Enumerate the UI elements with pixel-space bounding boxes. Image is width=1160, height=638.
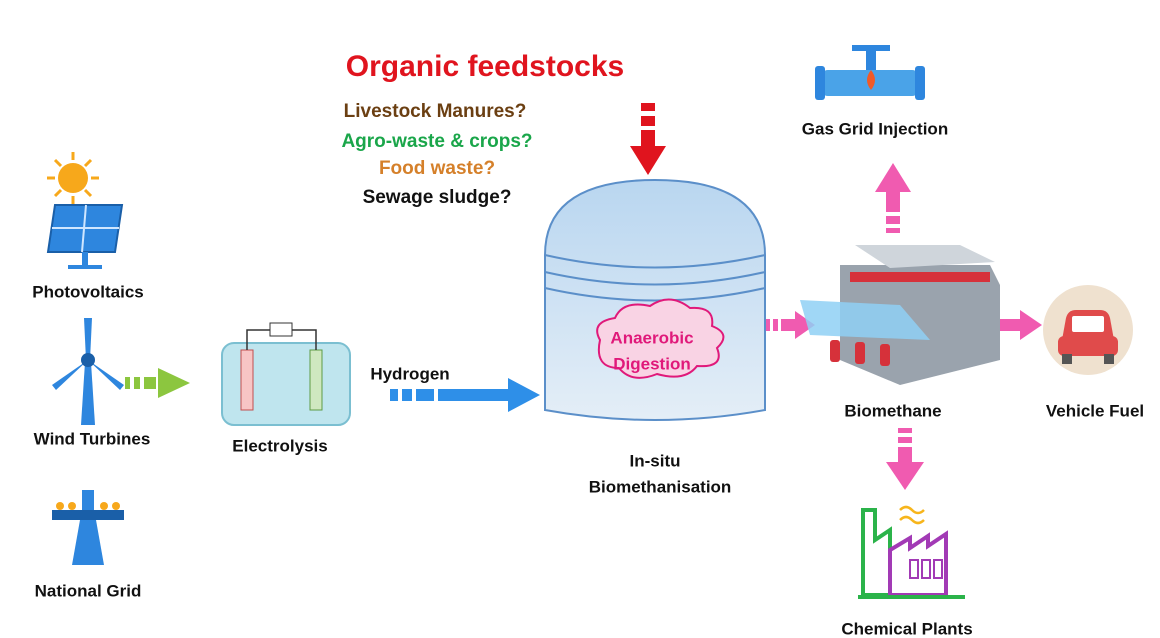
electrolysis-label: Electrolysis — [232, 436, 327, 455]
output-label: Biomethane — [844, 401, 941, 420]
digester-tank — [545, 180, 765, 420]
wind-turbine — [52, 318, 124, 425]
feedstock: Livestock Manures? — [344, 101, 527, 122]
source-label: Photovoltaics — [32, 282, 143, 301]
chemical-plant — [858, 507, 965, 597]
title: Organic feedstocks — [346, 50, 624, 83]
digester-label: Anaerobic — [610, 328, 693, 347]
digester-label: Digestion — [613, 354, 690, 373]
feedstock: Agro-waste & crops? — [341, 131, 532, 152]
diagram: Organic feedstocks Livestock Manures? Ag… — [0, 0, 1160, 638]
power-arrow — [125, 368, 190, 398]
solar-panel — [48, 205, 122, 269]
digester-caption: Biomethanisation — [589, 477, 732, 496]
output-label: Chemical Plants — [841, 619, 972, 638]
output-label: Vehicle Fuel — [1046, 401, 1144, 420]
electrolysis-icon — [222, 323, 350, 425]
output-label: Gas Grid Injection — [802, 119, 948, 138]
feed-arrow — [630, 103, 666, 175]
feedstock: Food waste? — [379, 158, 495, 179]
digester-caption: In-situ — [630, 451, 681, 470]
factory-building — [800, 245, 1000, 385]
source-label: National Grid — [35, 581, 142, 600]
hydrogen-label: Hydrogen — [370, 364, 449, 383]
grid-pylon — [52, 490, 124, 565]
car-icon — [1043, 285, 1133, 375]
source-label: Wind Turbines — [34, 429, 151, 448]
gas-pipe — [815, 45, 925, 100]
feedstock: Sewage sludge? — [363, 187, 512, 208]
sun-icon — [47, 152, 99, 204]
